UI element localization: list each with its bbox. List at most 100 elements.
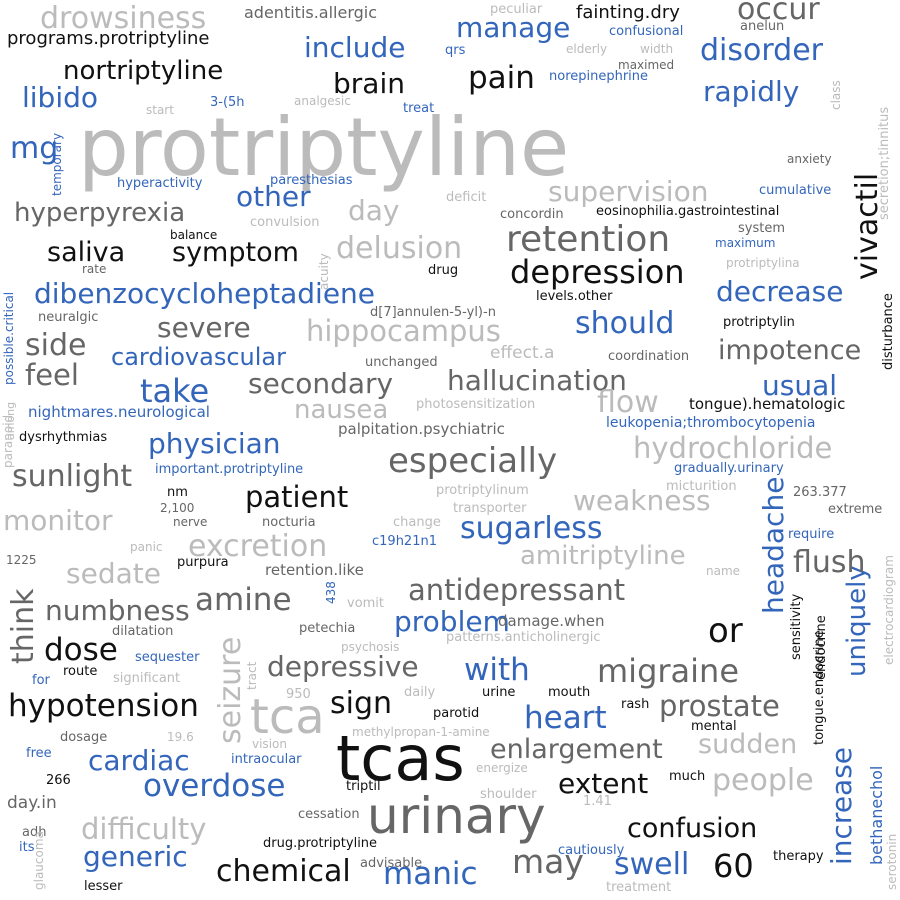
- word: protriptyline: [78, 101, 570, 194]
- word: sunlight: [12, 459, 133, 494]
- word: protriptylinum: [436, 483, 529, 498]
- word: disturbance: [881, 293, 896, 370]
- word: 3-(5h: [210, 95, 245, 110]
- word: depressive: [267, 650, 419, 683]
- word: tcas: [336, 722, 465, 795]
- word: acuity: [317, 253, 331, 290]
- word: flow: [597, 385, 659, 420]
- word: treatment: [606, 880, 672, 895]
- word: supervision: [548, 175, 709, 208]
- word: secondary: [248, 367, 394, 400]
- word: 19.6: [167, 730, 194, 744]
- word: excretion: [188, 529, 328, 564]
- word: energize: [476, 761, 528, 775]
- word: advisable: [360, 856, 423, 871]
- word: migraine: [597, 652, 739, 690]
- word: psychosis: [341, 640, 400, 654]
- word: monitor: [3, 504, 113, 537]
- word: brain: [333, 67, 405, 100]
- word: fainting.dry: [576, 2, 680, 23]
- word: programs.protriptyline: [7, 28, 210, 49]
- word: nerve: [173, 515, 208, 529]
- word: maximed: [618, 58, 675, 72]
- word: shoulder: [480, 787, 537, 802]
- word: or: [708, 611, 743, 651]
- word: parotid: [433, 706, 480, 721]
- word: width: [640, 42, 674, 56]
- word: chemical: [216, 854, 351, 889]
- word: change: [393, 515, 441, 530]
- word: symptom: [172, 237, 299, 268]
- word: possible.critical: [2, 291, 16, 385]
- word: levels.other: [536, 289, 613, 304]
- word: hyperpyrexia: [14, 198, 186, 228]
- word: flush: [793, 545, 866, 580]
- word: extent: [558, 767, 649, 800]
- word: delusion: [336, 231, 463, 266]
- word: vision: [252, 737, 287, 751]
- word: electrocardiogram: [882, 555, 896, 665]
- word: nm: [167, 485, 188, 500]
- word: hippocampus: [306, 314, 501, 348]
- word: hydrochloride: [633, 431, 833, 465]
- word: route: [63, 664, 98, 679]
- word: patient: [245, 480, 349, 514]
- word: effect.a: [490, 343, 555, 363]
- word: for: [32, 673, 50, 688]
- word: 950: [286, 687, 311, 702]
- word: c19h21n1: [372, 534, 437, 549]
- word: manage: [456, 11, 571, 44]
- word: 438: [324, 581, 338, 604]
- word: 266: [46, 773, 71, 788]
- word: urine: [482, 685, 516, 700]
- word: tract: [245, 661, 259, 690]
- word: rash: [621, 697, 650, 712]
- word: methylpropan-1-amine: [352, 725, 490, 739]
- word: cessation: [298, 807, 360, 822]
- word: drug.protriptyline: [263, 836, 378, 851]
- word: analgesic: [294, 94, 351, 108]
- word: cautiously: [558, 843, 625, 858]
- word: damage.when: [498, 612, 605, 630]
- word: prostate: [659, 689, 780, 723]
- word: paresthesias: [270, 173, 353, 188]
- word: 60: [713, 847, 754, 885]
- word: mouth: [548, 685, 591, 700]
- word: saliva: [47, 237, 126, 268]
- word: daily: [404, 685, 436, 700]
- word: severe: [157, 311, 251, 344]
- word: paranoid: [1, 414, 15, 468]
- word: gradually.urinary: [674, 461, 784, 476]
- word: coordination: [608, 349, 690, 364]
- word: cardiac: [88, 744, 190, 777]
- word: generic: [83, 840, 188, 873]
- word: retention: [506, 219, 671, 260]
- word: panic: [130, 540, 163, 554]
- word: other: [236, 180, 311, 213]
- word: 1225: [6, 553, 37, 567]
- word: photosensitization: [416, 397, 536, 412]
- word: much: [669, 769, 706, 784]
- word: uniquely: [842, 565, 872, 677]
- word: urinary: [367, 787, 546, 845]
- word: palpitation.psychiatric: [338, 420, 505, 438]
- word: 1.41: [583, 794, 612, 809]
- word: problem: [394, 605, 510, 638]
- word: mg: [10, 131, 59, 166]
- word: purpura: [177, 555, 229, 570]
- word: 2,100: [160, 501, 195, 515]
- word: adentitis.allergic: [244, 3, 378, 22]
- word: protriptylin: [723, 315, 795, 330]
- word: feel: [25, 358, 79, 392]
- word: tongue).hematologic: [689, 395, 846, 413]
- word: confusion: [627, 813, 758, 844]
- word: usual: [762, 369, 838, 402]
- word: glaucoma: [32, 831, 46, 890]
- word: patterns.anticholinergic: [446, 630, 601, 645]
- word: tongue.endocrine: [812, 630, 827, 745]
- word: adh: [22, 825, 47, 840]
- word: difficulty: [81, 812, 207, 846]
- word: start: [146, 103, 174, 117]
- word: swell: [614, 847, 690, 882]
- word: important.protriptyline: [155, 462, 304, 477]
